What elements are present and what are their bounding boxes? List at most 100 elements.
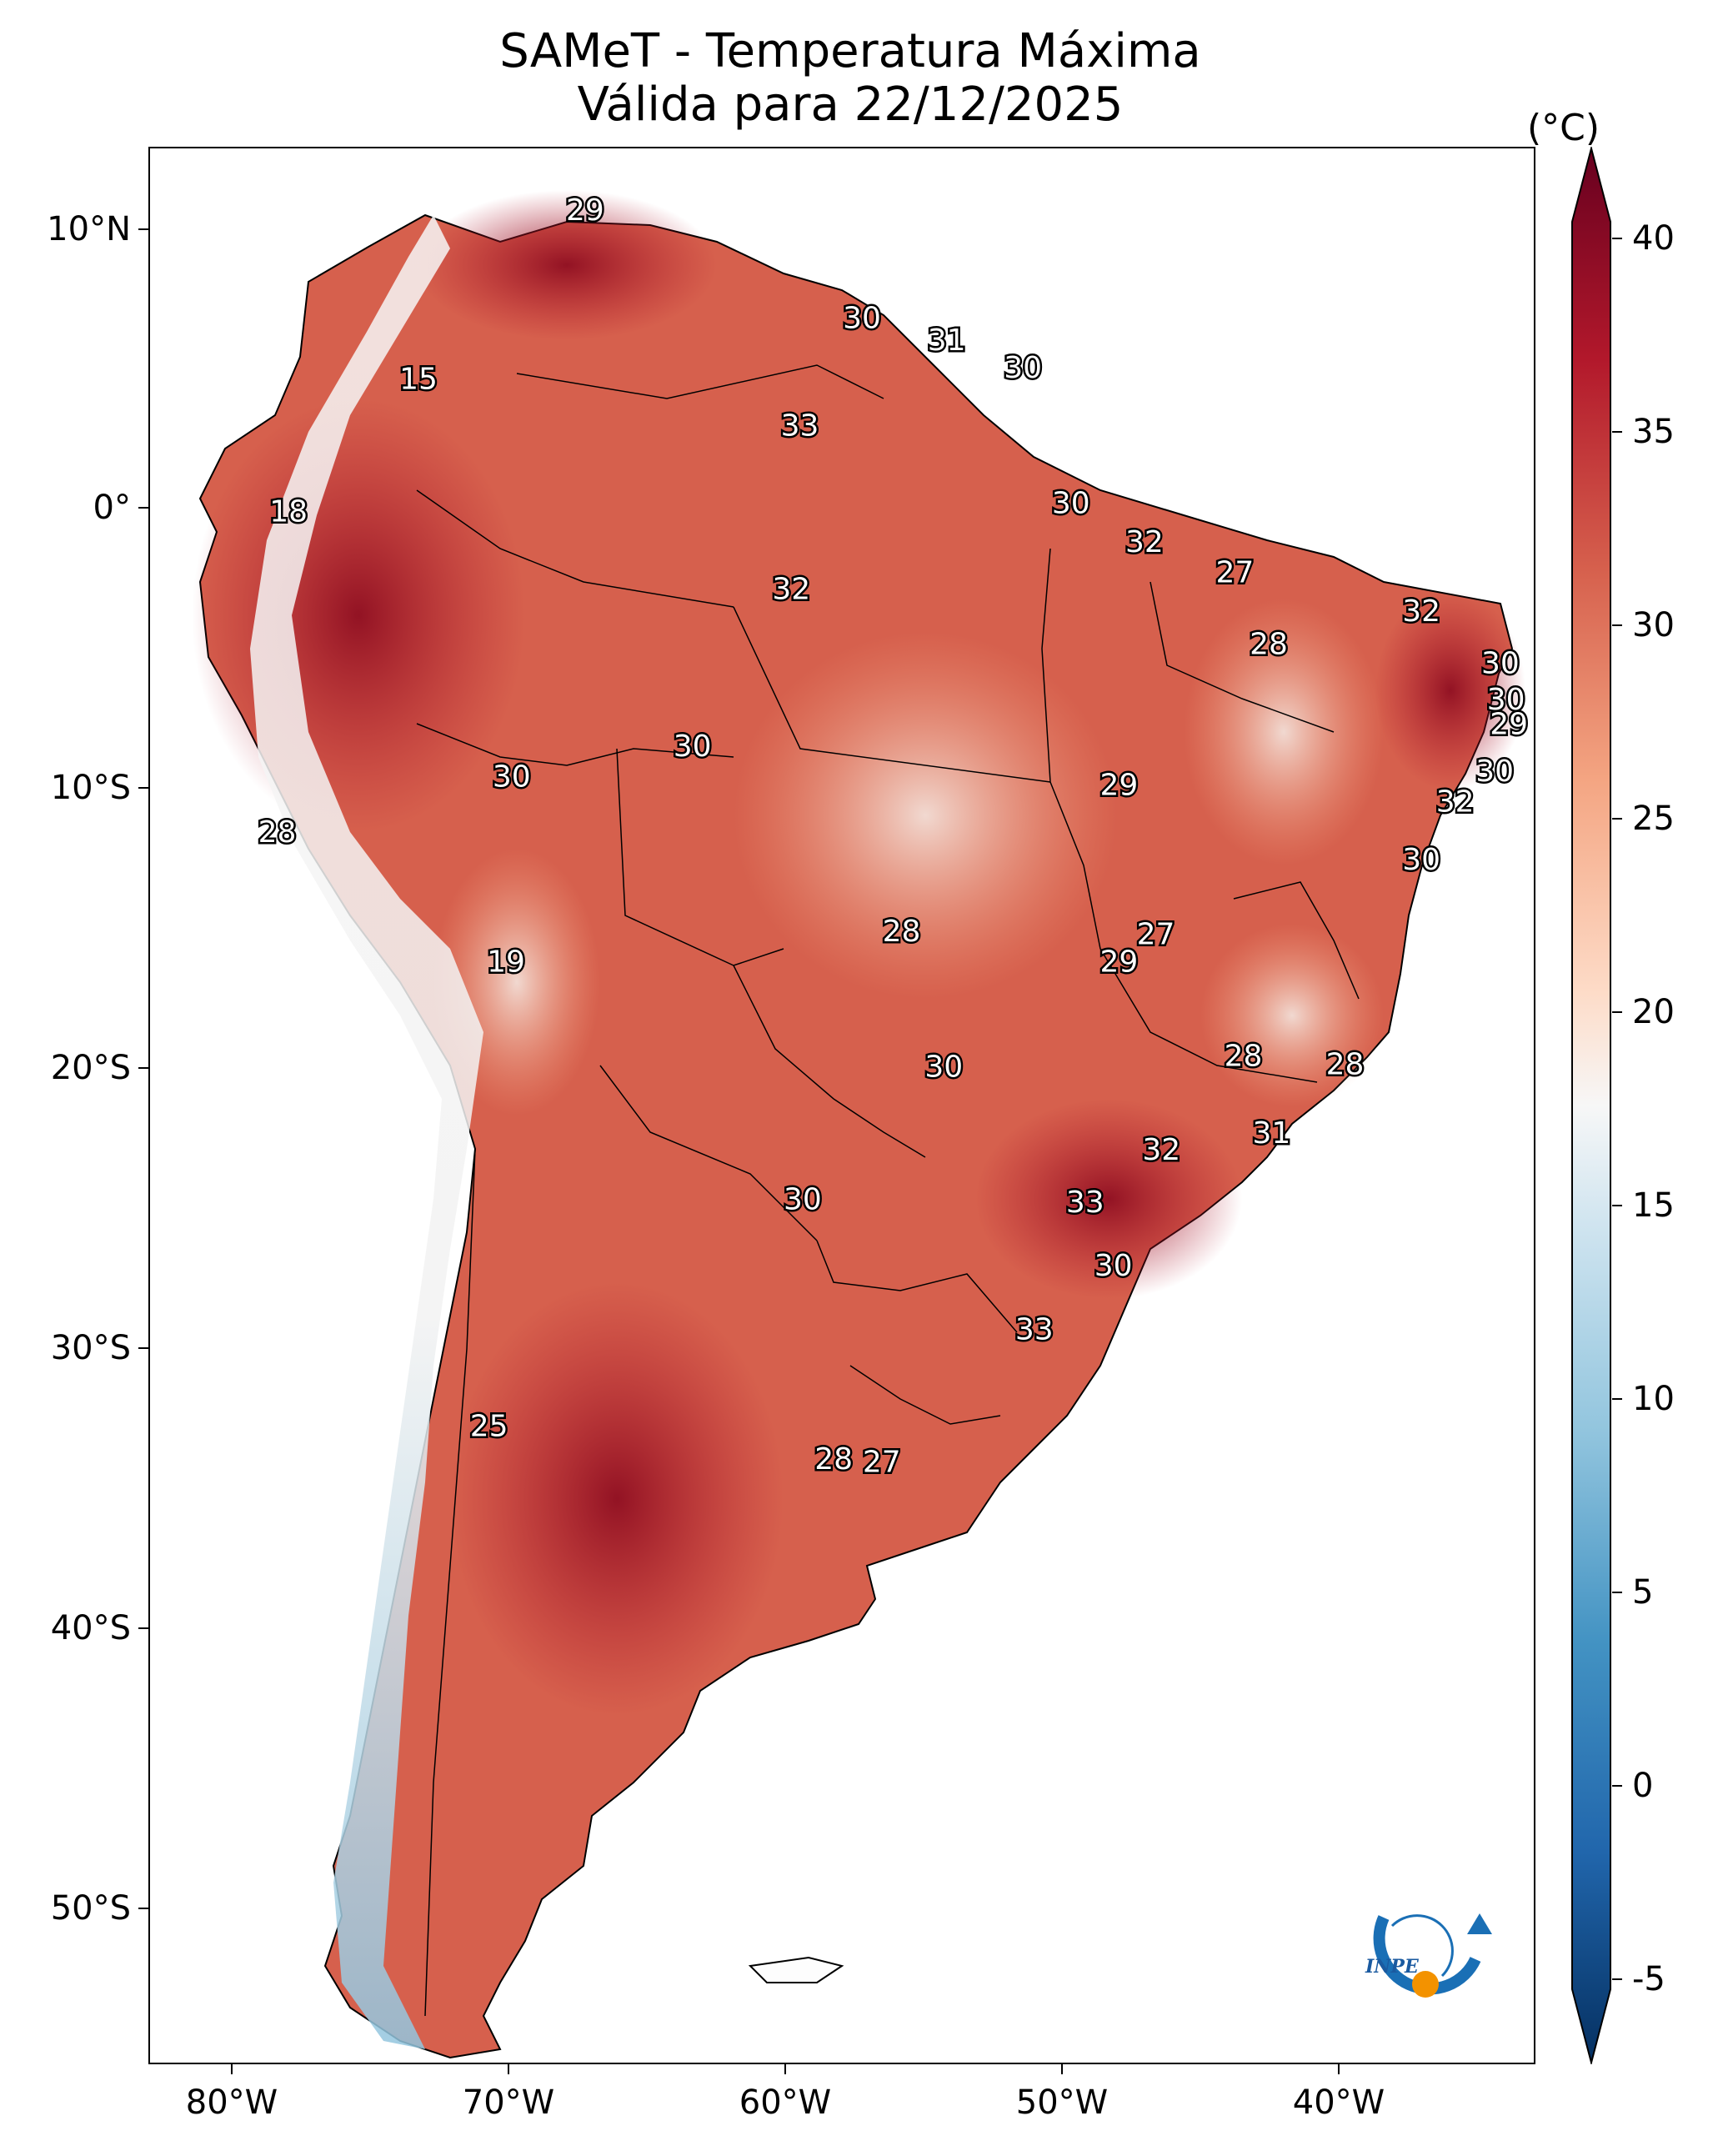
temperature-label: 33 — [1066, 1186, 1104, 1220]
temperature-label: 32 — [1125, 525, 1164, 559]
temperature-label: 30 — [1094, 1249, 1133, 1283]
x-tick-mark — [1061, 2064, 1063, 2074]
y-tick-label: 10°N — [47, 210, 131, 248]
temperature-label: 30 — [1052, 487, 1090, 521]
colorbar-tick-mark — [1612, 1785, 1622, 1787]
temperature-label: 27 — [863, 1446, 901, 1480]
temperature-label: 33 — [781, 409, 819, 444]
colorbar-tick-label: -5 — [1632, 1960, 1665, 1998]
colorbar-tick-mark — [1612, 1398, 1622, 1400]
x-tick-mark — [508, 2064, 509, 2074]
x-tick-label: 40°W — [1292, 2083, 1385, 2122]
temperature-label: 28 — [814, 1442, 853, 1477]
colorbar-tick-label: 5 — [1632, 1573, 1654, 1612]
temperature-label: 29 — [566, 193, 604, 228]
y-tick-mark — [138, 1908, 148, 1909]
y-tick-mark — [138, 1067, 148, 1069]
temperature-label: 30 — [674, 730, 712, 764]
hot-zone-northeast-coast — [1375, 590, 1525, 790]
temperature-label: 30 — [924, 1050, 963, 1085]
hot-zone-venezuela — [417, 190, 717, 340]
inpe-logo-text: INPE — [1365, 1956, 1419, 1978]
y-tick-label: 50°S — [50, 1889, 131, 1928]
hot-zone-argentina — [450, 1282, 784, 1716]
colorbar-tick-mark — [1612, 431, 1622, 433]
temperature-label: 30 — [1481, 647, 1520, 681]
temperature-label: 28 — [883, 915, 921, 949]
temperature-label: 30 — [784, 1183, 822, 1217]
colorbar-tick-mark — [1612, 1592, 1622, 1593]
temperature-label: 31 — [928, 323, 966, 358]
temperature-label: 33 — [1015, 1312, 1054, 1346]
y-tick-label: 10°S — [50, 769, 131, 807]
temperature-label: 29 — [1099, 769, 1138, 803]
temperature-label: 30 — [1475, 755, 1514, 789]
colorbar-tick-label: 0 — [1632, 1767, 1654, 1805]
y-tick-mark — [138, 228, 148, 230]
temperature-label: 30 — [1487, 683, 1525, 717]
x-tick-mark — [231, 2064, 233, 2074]
y-tick-label: 0° — [93, 489, 131, 527]
colorbar-tick-mark — [1612, 1011, 1622, 1013]
temperature-label: 32 — [1436, 785, 1475, 819]
cool-zone-minas — [1200, 924, 1384, 1107]
colorbar-tick-label: 40 — [1632, 219, 1675, 258]
colorbar-unit: (°C) — [1527, 107, 1600, 149]
map-title: SAMeT - Temperatura Máxima — [499, 24, 1201, 78]
temperature-label: 28 — [1225, 1039, 1263, 1073]
colorbar-tick-label: 10 — [1632, 1380, 1675, 1418]
colorbar-tick-label: 25 — [1632, 800, 1675, 838]
x-tick-label: 70°W — [462, 2083, 555, 2122]
temperature-label: 27 — [1137, 918, 1175, 952]
colorbar-tick-label: 15 — [1632, 1186, 1675, 1225]
temperature-label: 30 — [1402, 843, 1440, 877]
x-tick-mark — [1338, 2064, 1340, 2074]
colorbar-tick-label: 35 — [1632, 413, 1675, 451]
colorbar-tick-label: 20 — [1632, 993, 1675, 1031]
x-tick-mark — [784, 2064, 786, 2074]
falklands-islands — [748, 1956, 844, 1983]
y-tick-label: 20°S — [50, 1049, 131, 1087]
cool-zone-bahia — [1184, 599, 1384, 865]
y-tick-label: 30°S — [50, 1329, 131, 1367]
temperature-label: 32 — [1402, 594, 1440, 629]
colorbar-tick-mark — [1612, 818, 1622, 820]
map-panel: 29 15 30 31 30 33 18 30 32 32 27 32 28 30 30 29 30 30 29 30… — [148, 147, 1535, 2064]
colorbar — [1571, 147, 1611, 2064]
temperature-label: 31 — [1252, 1116, 1290, 1151]
x-tick-label: 50°W — [1015, 2083, 1109, 2122]
temperature-label: 15 — [399, 362, 438, 396]
colorbar-tick-mark — [1612, 1205, 1622, 1206]
temperature-label: 28 — [1326, 1047, 1365, 1081]
temperature-label: 30 — [493, 760, 531, 795]
hot-zone-sao-paulo — [975, 1099, 1242, 1299]
colorbar-tick-mark — [1612, 1978, 1622, 1980]
cool-zone-central-brazil — [734, 632, 1117, 999]
temperature-label: 29 — [1490, 708, 1528, 742]
inpe-logo — [1373, 1913, 1492, 1998]
x-tick-label: 60°W — [739, 2083, 832, 2122]
temperature-label: 18 — [269, 495, 308, 529]
temperature-label: 25 — [470, 1409, 508, 1443]
hot-zone-peru-amazon — [192, 399, 525, 832]
y-tick-mark — [138, 507, 148, 509]
y-tick-mark — [138, 1347, 148, 1349]
y-tick-mark — [138, 1627, 148, 1629]
temperature-label: 28 — [1250, 628, 1288, 662]
temperature-label: 30 — [843, 302, 881, 336]
andes-cold-strip — [250, 215, 483, 2049]
temperature-label: 19 — [487, 945, 525, 980]
temperature-label: 29 — [1099, 945, 1138, 980]
temperature-label: 28 — [258, 815, 297, 850]
temperature-label: 30 — [1004, 351, 1042, 385]
country-borders — [416, 364, 1360, 2017]
colorbar-tick-label: 30 — [1632, 606, 1675, 644]
colorbar-tick-mark — [1612, 238, 1622, 239]
y-tick-mark — [138, 787, 148, 789]
temperature-label: 27 — [1215, 555, 1254, 589]
colorbar-body — [1571, 147, 1611, 2064]
y-tick-label: 40°S — [50, 1609, 131, 1647]
x-tick-label: 80°W — [185, 2083, 278, 2122]
